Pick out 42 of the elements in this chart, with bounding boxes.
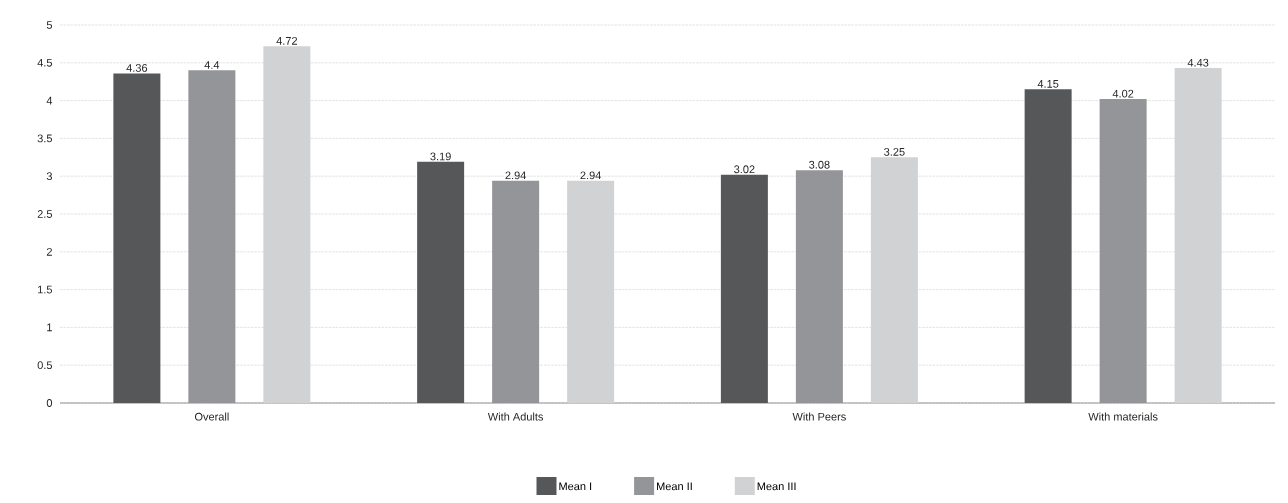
data-label: 3.19 (430, 152, 451, 161)
data-label: 4.02 (1112, 89, 1134, 98)
bar (417, 161, 465, 403)
bar (1024, 89, 1072, 403)
y-tick-label: 3 (46, 172, 52, 181)
x-tick-label: Overall (194, 412, 229, 421)
y-tick-label: 3.5 (37, 134, 53, 143)
data-label: 2.94 (580, 171, 602, 180)
y-tick-label: 2 (46, 247, 52, 256)
x-tick-label: With Adults (487, 412, 544, 421)
bar (188, 70, 236, 403)
legend-label: Mean III (757, 482, 796, 491)
bar (1174, 68, 1222, 403)
data-label: 4.36 (126, 64, 148, 72)
data-label: 3.08 (809, 160, 830, 169)
data-label: 4.15 (1037, 80, 1059, 88)
data-label: 2.94 (505, 171, 527, 180)
data-label: 3.25 (884, 147, 905, 156)
bar (870, 157, 918, 403)
bar (567, 180, 615, 403)
y-tick-label: 0.5 (37, 361, 53, 370)
y-tick-label: 4.5 (37, 58, 53, 67)
x-tick-label: With materials (1088, 412, 1158, 421)
legend-label: Mean II (657, 482, 692, 491)
y-tick-label: 1 (47, 323, 52, 332)
data-label: 3.02 (734, 165, 755, 174)
data-label: 4.4 (204, 61, 220, 69)
bar (720, 174, 768, 403)
bar (263, 46, 311, 403)
y-tick-label: 5 (46, 21, 53, 29)
y-tick-label: 1.5 (38, 285, 53, 294)
bar (492, 180, 540, 403)
legend-label: Mean I (559, 482, 592, 491)
bar (1099, 99, 1147, 403)
y-tick-label: 0 (46, 399, 53, 407)
bar (113, 73, 161, 403)
data-label: 4.72 (276, 36, 298, 45)
data-label: 4.43 (1187, 58, 1209, 67)
x-tick-label: With Peers (792, 412, 846, 421)
bar (795, 170, 843, 403)
y-tick-label: 2.5 (37, 210, 53, 218)
y-tick-label: 4 (46, 96, 53, 105)
